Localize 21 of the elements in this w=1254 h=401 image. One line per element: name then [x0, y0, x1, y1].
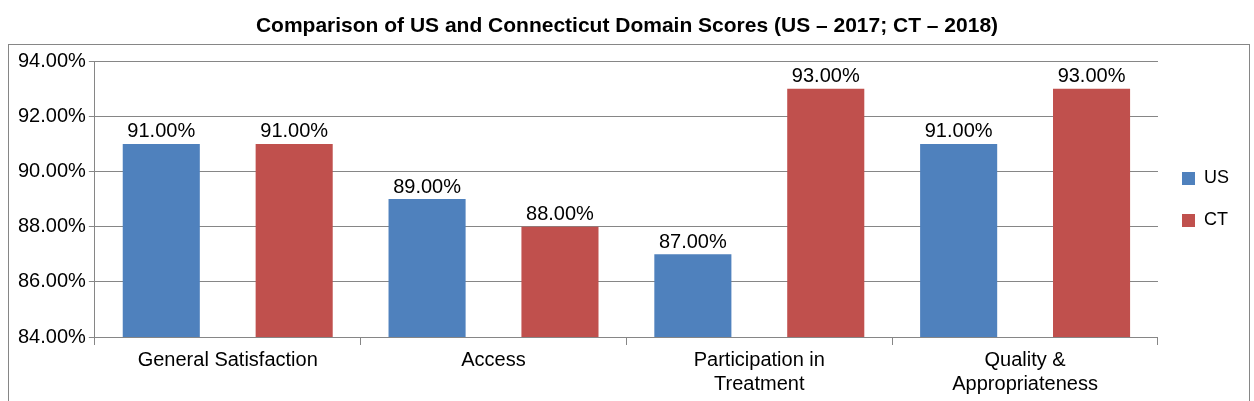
- y-tick-label: 86.00%: [17, 269, 87, 292]
- data-label: 91.00%: [260, 119, 329, 142]
- y-tick-label: 88.00%: [17, 214, 87, 237]
- data-label: 89.00%: [393, 174, 462, 197]
- data-label: 88.00%: [526, 202, 595, 225]
- data-label: 93.00%: [1057, 64, 1126, 87]
- y-tick-label: 94.00%: [17, 48, 87, 71]
- data-label: 93.00%: [791, 64, 860, 87]
- chart-title: Comparison of US and Connecticut Domain Scores (US – 2017; CT – 2018): [255, 13, 999, 37]
- data-label: 91.00%: [127, 119, 196, 142]
- x-tick-label: Participation in Treatment: [693, 347, 825, 394]
- x-tick-label: General Satisfaction: [137, 347, 318, 370]
- legend-label: CT: [1204, 209, 1228, 230]
- y-tick-label: 90.00%: [17, 159, 87, 182]
- data-label: 91.00%: [924, 119, 993, 142]
- y-tick-label: 84.00%: [17, 324, 87, 347]
- data-label: 87.00%: [658, 229, 727, 252]
- x-tick-label: Quality & Appropriateness: [952, 347, 1098, 394]
- legend-label: US: [1204, 167, 1230, 188]
- x-tick-label: Access: [461, 347, 526, 370]
- y-tick-label: 92.00%: [17, 103, 87, 126]
